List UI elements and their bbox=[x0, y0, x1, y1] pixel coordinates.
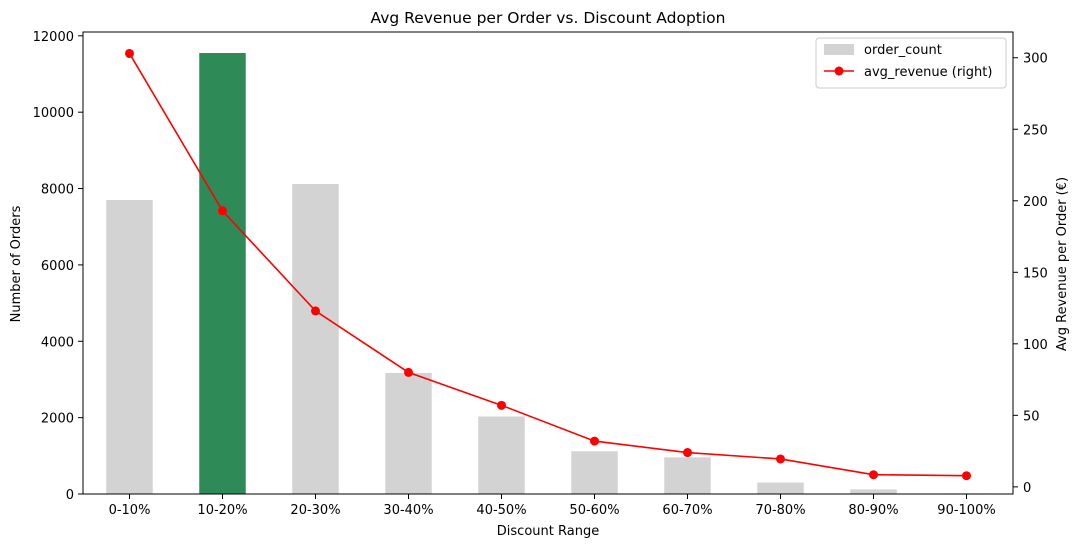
x-tick-label-70-80%: 70-80% bbox=[755, 503, 805, 518]
x-tick-label-40-50%: 40-50% bbox=[476, 503, 526, 518]
x-tick-label-80-90%: 80-90% bbox=[848, 503, 898, 518]
y-tick-label-left-2000: 2000 bbox=[41, 412, 74, 427]
y-tick-label-right-100: 100 bbox=[1023, 338, 1048, 353]
avg-revenue-line bbox=[128, 53, 967, 477]
y-tick-label-right-300: 300 bbox=[1023, 52, 1048, 67]
bar-20-30% bbox=[292, 183, 339, 495]
plot-frame bbox=[82, 31, 1014, 495]
bar-70-80% bbox=[757, 482, 804, 494]
y-tick-label-right-200: 200 bbox=[1023, 195, 1048, 210]
avg-revenue-point-90-100% bbox=[962, 471, 971, 481]
bar-40-50% bbox=[478, 416, 525, 494]
x-tick-label-10-20%: 10-20% bbox=[197, 503, 247, 518]
y-tick-label-left-0: 0 bbox=[66, 488, 74, 503]
legend-swatch-order-count bbox=[824, 44, 854, 55]
y-tick-label-left-12000: 12000 bbox=[33, 30, 74, 45]
bar-0-10% bbox=[106, 200, 153, 494]
y-tick-label-right-150: 150 bbox=[1023, 266, 1048, 281]
avg-revenue-point-20-30% bbox=[311, 306, 320, 316]
avg-revenue-point-10-20% bbox=[218, 206, 227, 216]
avg-revenue-point-60-70% bbox=[683, 448, 692, 458]
bars-layer bbox=[106, 53, 990, 495]
avg-revenue-point-50-60% bbox=[590, 436, 599, 446]
y-tick-label-right-250: 250 bbox=[1023, 123, 1048, 138]
avg-revenue-point-30-40% bbox=[404, 367, 413, 377]
bar-10-20% bbox=[199, 53, 246, 494]
y-tick-label-left-10000: 10000 bbox=[33, 106, 74, 121]
y-tick-label-left-4000: 4000 bbox=[41, 335, 74, 350]
avg-revenue-point-70-80% bbox=[776, 454, 785, 464]
x-axis-label: Discount Range bbox=[497, 524, 599, 539]
x-tick-label-60-70%: 60-70% bbox=[662, 503, 712, 518]
y-tick-label-left-6000: 6000 bbox=[41, 259, 74, 274]
legend-box bbox=[815, 37, 1007, 89]
x-tick-label-20-30%: 20-30% bbox=[290, 503, 340, 518]
legend-swatch-avg-revenue-marker bbox=[834, 66, 844, 76]
chart-title: Avg Revenue per Order vs. Discount Adopt… bbox=[371, 9, 726, 27]
bar-50-60% bbox=[571, 451, 618, 494]
y-axis-label-right: Avg Revenue per Order (€) bbox=[1055, 177, 1070, 351]
x-tick-label-0-10%: 0-10% bbox=[109, 503, 151, 518]
x-tick-label-50-60%: 50-60% bbox=[569, 503, 619, 518]
y-tick-label-right-0: 0 bbox=[1023, 481, 1031, 496]
line-layer bbox=[125, 48, 971, 481]
x-tick-label-90-100%: 90-100% bbox=[937, 503, 995, 518]
y-tick-label-left-8000: 8000 bbox=[41, 183, 74, 198]
y-axis-label-left: Number of Orders bbox=[9, 205, 24, 322]
avg-revenue-point-40-50% bbox=[497, 400, 506, 410]
legend-label-order-count: order_count bbox=[864, 43, 942, 58]
bar-60-70% bbox=[664, 457, 711, 494]
avg-revenue-point-80-90% bbox=[869, 470, 878, 480]
legend: order_count avg_revenue (right) bbox=[815, 37, 1007, 89]
x-tick-label-30-40%: 30-40% bbox=[383, 503, 433, 518]
axes-layer: 0-10% 10-20% 20-30% 30-40% 40-50% 50-60% 60-70… bbox=[33, 30, 1048, 518]
y-tick-label-right-50: 50 bbox=[1023, 409, 1040, 424]
avg-revenue-point-0-10% bbox=[125, 48, 134, 58]
legend-label-avg-revenue: avg_revenue (right) bbox=[864, 65, 992, 80]
bar-80-90% bbox=[850, 489, 897, 494]
bar-30-40% bbox=[385, 372, 432, 494]
